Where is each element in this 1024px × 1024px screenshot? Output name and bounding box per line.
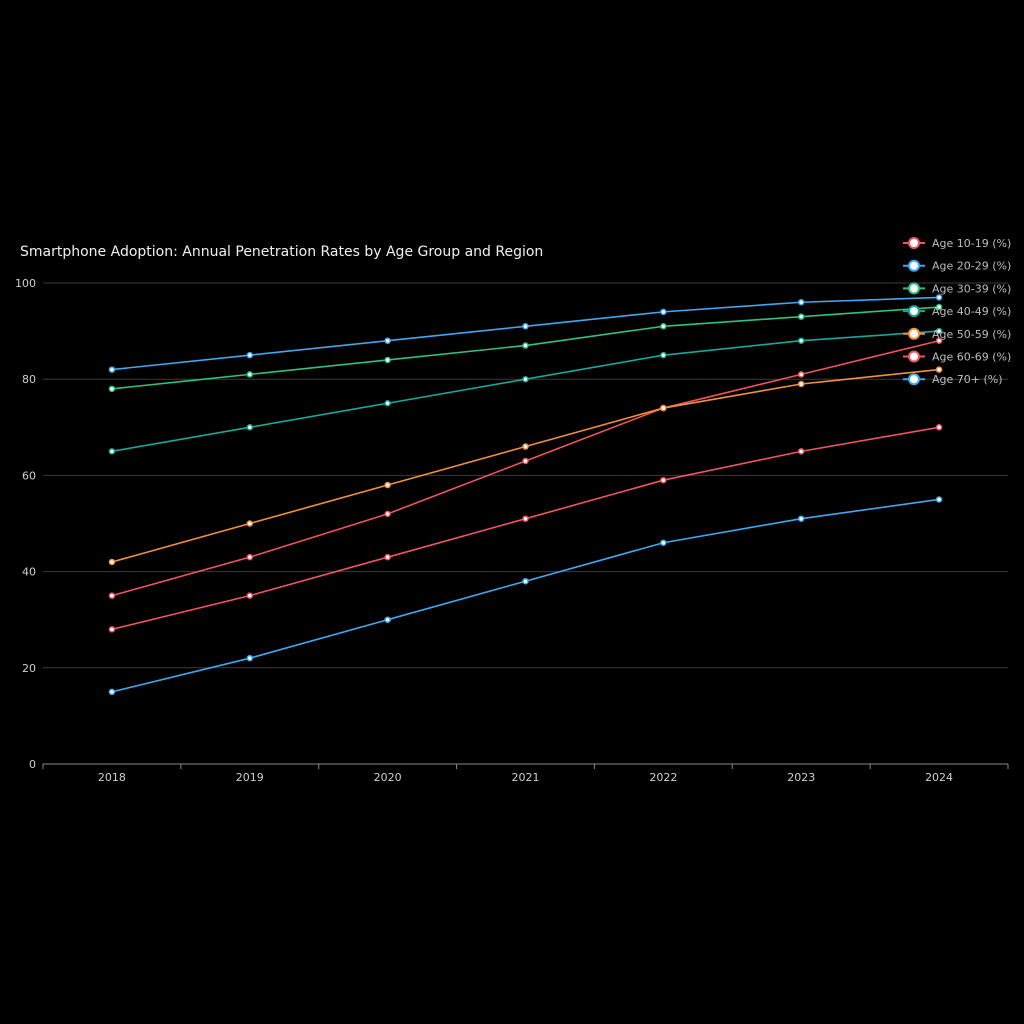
data-point[interactable] bbox=[108, 626, 116, 633]
data-point[interactable] bbox=[522, 323, 529, 330]
y-tick-label: 60 bbox=[22, 469, 36, 482]
data-point[interactable] bbox=[246, 592, 254, 599]
data-point[interactable] bbox=[108, 448, 116, 455]
legend-label: Age 70+ (%) bbox=[932, 373, 1003, 386]
data-point[interactable] bbox=[384, 616, 391, 623]
series-line bbox=[111, 296, 940, 371]
legend-item[interactable]: Age 10-19 (%) bbox=[903, 237, 1011, 250]
y-axis: 0 20 40 60 80 100 bbox=[15, 277, 36, 771]
data-point[interactable] bbox=[246, 520, 254, 527]
legend-label: Age 40-49 (%) bbox=[932, 305, 1011, 318]
data-point[interactable] bbox=[797, 371, 805, 378]
legend-marker-icon bbox=[908, 373, 920, 386]
data-point[interactable] bbox=[935, 303, 943, 311]
legend-marker-icon bbox=[908, 305, 920, 318]
series-line bbox=[111, 368, 940, 563]
series-6 bbox=[108, 496, 943, 696]
series-line bbox=[111, 498, 940, 693]
data-point[interactable] bbox=[660, 539, 667, 546]
legend-marker-icon bbox=[908, 350, 920, 363]
data-point[interactable] bbox=[108, 558, 116, 566]
legend-marker-icon bbox=[908, 259, 920, 272]
data-point[interactable] bbox=[108, 592, 116, 599]
data-point[interactable] bbox=[935, 294, 943, 301]
legend-marker-icon bbox=[908, 237, 920, 249]
data-point[interactable] bbox=[935, 337, 943, 344]
legend-item[interactable]: Age 70+ (%) bbox=[903, 373, 1003, 386]
data-point[interactable] bbox=[935, 366, 943, 373]
legend-item[interactable]: Age 40-49 (%) bbox=[903, 305, 1011, 318]
data-point[interactable] bbox=[246, 351, 254, 359]
data-point[interactable] bbox=[797, 515, 805, 522]
legend-item[interactable]: Age 50-59 (%) bbox=[903, 327, 1011, 341]
data-point[interactable] bbox=[384, 400, 391, 407]
data-point[interactable] bbox=[522, 457, 529, 465]
data-point[interactable] bbox=[522, 342, 529, 349]
x-tick-label: 2020 bbox=[374, 771, 402, 784]
series-4 bbox=[108, 366, 943, 566]
data-point[interactable] bbox=[660, 476, 667, 484]
data-point[interactable] bbox=[935, 327, 943, 335]
legend-label: Age 30-39 (%) bbox=[932, 282, 1011, 295]
data-point[interactable] bbox=[522, 577, 529, 585]
data-point[interactable] bbox=[108, 366, 116, 373]
data-point[interactable] bbox=[522, 515, 529, 522]
data-point[interactable] bbox=[384, 356, 391, 364]
series-1 bbox=[108, 294, 943, 373]
data-point[interactable] bbox=[660, 351, 667, 359]
chart-title: Smartphone Adoption: Annual Penetration … bbox=[20, 244, 543, 260]
data-point[interactable] bbox=[384, 481, 391, 489]
legend-label: Age 20-29 (%) bbox=[932, 260, 1011, 273]
y-tick-label: 20 bbox=[22, 662, 36, 675]
data-point[interactable] bbox=[246, 371, 254, 378]
legend-marker-icon bbox=[908, 327, 920, 340]
data-point[interactable] bbox=[935, 496, 943, 503]
y-tick-label: 100 bbox=[15, 277, 36, 290]
x-tick-label: 2022 bbox=[649, 771, 677, 784]
series-group bbox=[108, 294, 943, 696]
x-axis: 2018 2019 2020 2021 2022 2023 2024 bbox=[42, 763, 1009, 784]
x-tick-label: 2024 bbox=[925, 771, 953, 784]
data-point[interactable] bbox=[797, 448, 805, 455]
x-tick-label: 2018 bbox=[98, 771, 126, 784]
data-point[interactable] bbox=[384, 510, 391, 518]
legend-item[interactable]: Age 20-29 (%) bbox=[903, 259, 1011, 273]
y-tick-label: 0 bbox=[29, 758, 36, 771]
data-point[interactable] bbox=[797, 380, 805, 388]
legend-label: Age 60-69 (%) bbox=[932, 351, 1011, 364]
legend-label: Age 50-59 (%) bbox=[932, 328, 1011, 341]
data-point[interactable] bbox=[522, 375, 529, 383]
data-point[interactable] bbox=[797, 313, 805, 320]
data-point[interactable] bbox=[384, 553, 391, 561]
data-point[interactable] bbox=[660, 323, 667, 330]
legend-label: Age 10-19 (%) bbox=[932, 237, 1011, 250]
data-point[interactable] bbox=[108, 385, 116, 393]
y-tick-label: 80 bbox=[22, 373, 36, 386]
y-tick-label: 40 bbox=[22, 566, 36, 579]
x-tick-label: 2021 bbox=[512, 771, 540, 784]
legend-item[interactable]: Age 60-69 (%) bbox=[903, 350, 1011, 364]
legend: Age 10-19 (%) Age 20-29 (%) Age 30-39 (%) A… bbox=[903, 237, 1011, 386]
series-3 bbox=[108, 327, 943, 455]
x-tick-label: 2019 bbox=[236, 771, 264, 784]
data-point[interactable] bbox=[108, 688, 116, 696]
legend-item[interactable]: Age 30-39 (%) bbox=[903, 282, 1011, 295]
data-point[interactable] bbox=[384, 337, 391, 344]
series-5 bbox=[108, 424, 943, 633]
data-point[interactable] bbox=[797, 298, 805, 306]
data-point[interactable] bbox=[660, 404, 667, 412]
series-line bbox=[111, 426, 940, 631]
data-point[interactable] bbox=[522, 443, 529, 450]
data-point[interactable] bbox=[935, 424, 943, 431]
legend-marker-icon bbox=[908, 282, 920, 295]
data-point[interactable] bbox=[246, 553, 254, 561]
data-point[interactable] bbox=[246, 424, 254, 431]
data-point[interactable] bbox=[797, 337, 805, 344]
series-2 bbox=[108, 303, 943, 393]
data-point[interactable] bbox=[246, 654, 254, 662]
x-tick-label: 2023 bbox=[787, 771, 815, 784]
data-point[interactable] bbox=[660, 308, 667, 316]
series-line bbox=[111, 330, 940, 453]
